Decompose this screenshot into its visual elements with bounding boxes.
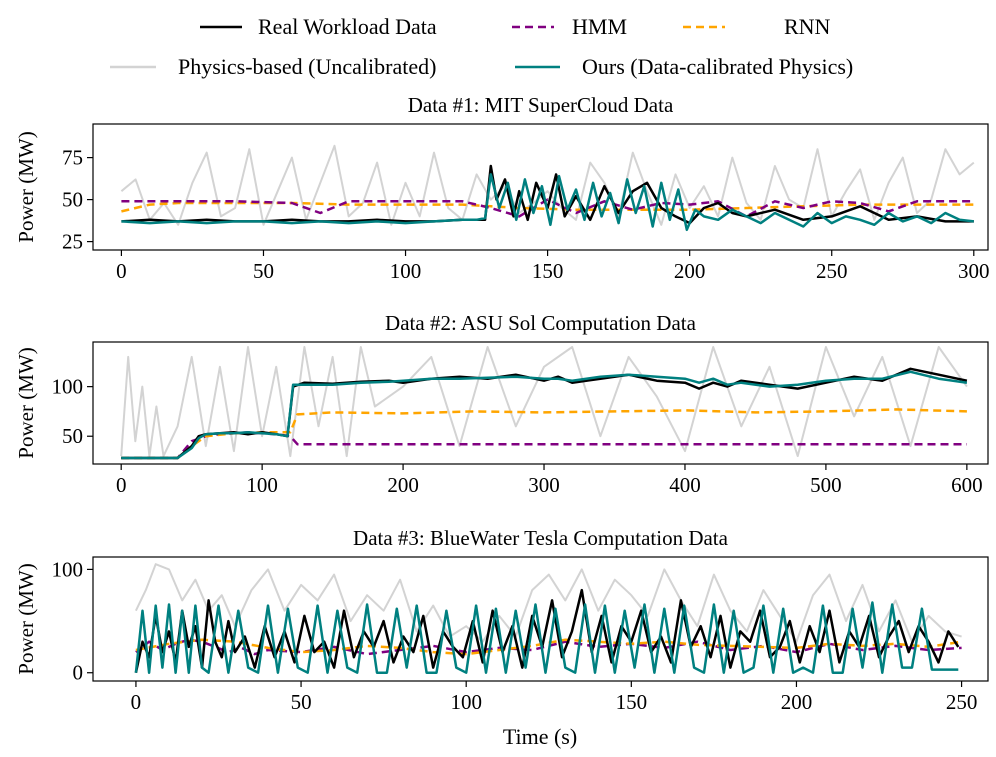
x-tick-label: 0 — [116, 259, 127, 283]
series-line-rnn — [135, 638, 962, 656]
x-tick-label: 100 — [450, 690, 482, 714]
series-group — [134, 563, 962, 674]
axes-frame — [92, 123, 989, 251]
x-tick-label: 600 — [951, 473, 983, 497]
panel-mit-supercloud: Data #1: MIT SuperCloud Data Power (MW) 0 5… — [14, 93, 990, 283]
legend-entry-physics: Physics-based (Uncalibrated) — [110, 54, 436, 79]
x-tick-label: 200 — [674, 259, 706, 283]
chart-title: Data #1: MIT SuperCloud Data — [408, 93, 674, 117]
legend-entry-real-workload: Real Workload Data — [200, 14, 437, 39]
series-line-ours-data-calibrated-physics — [121, 173, 974, 232]
x-tick-label: 400 — [669, 473, 701, 497]
y-axis-label: Power (MW) — [14, 563, 38, 674]
x-tick-label: 200 — [387, 473, 419, 497]
legend-label-hmm: HMM — [572, 14, 627, 39]
x-tick-label: 250 — [816, 259, 848, 283]
series-line-ours-data-calibrated-physics — [121, 370, 968, 460]
legend-label-real-workload: Real Workload Data — [258, 14, 437, 39]
series-line-hmm — [135, 638, 962, 656]
y-axis-label: Power (MW) — [14, 131, 38, 242]
x-tick-label: 150 — [616, 690, 648, 714]
x-tick-label: 250 — [946, 690, 978, 714]
series-group — [120, 346, 968, 460]
legend-entry-hmm: HMM — [512, 14, 627, 39]
series-line-physics-based-uncalibrated — [134, 563, 962, 643]
axes-frame — [92, 556, 989, 682]
y-tick-label: 75 — [62, 146, 83, 170]
x-tick-label: 50 — [253, 259, 274, 283]
x-tick-label: 200 — [781, 690, 813, 714]
legend-label-rnn: RNN — [784, 14, 831, 39]
y-tick-label: 50 — [62, 188, 83, 212]
legend-label-physics: Physics-based (Uncalibrated) — [178, 54, 436, 79]
x-tick-label: 100 — [390, 259, 422, 283]
y-tick-label: 100 — [52, 375, 84, 399]
x-tick-label: 0 — [116, 473, 127, 497]
panel-bluewater-tesla: Data #3: BlueWater Tesla Computation Dat… — [14, 526, 989, 714]
y-tick-label: 100 — [52, 557, 84, 581]
legend-entry-ours: Ours (Data-calibrated Physics) — [515, 54, 853, 79]
x-tick-label: 100 — [246, 473, 278, 497]
x-tick-label: 300 — [528, 473, 560, 497]
legend: Real Workload Data HMM RNN Physics-based… — [110, 14, 853, 79]
panel-asu-sol: Data #2: ASU Sol Computation Data Power (… — [14, 311, 989, 497]
series-line-hmm — [121, 431, 967, 460]
chart-title: Data #2: ASU Sol Computation Data — [385, 311, 697, 335]
x-tick-label: 500 — [810, 473, 842, 497]
y-axis-label: Power (MW) — [14, 347, 38, 458]
legend-label-ours: Ours (Data-calibrated Physics) — [582, 54, 853, 79]
y-tick-label: 25 — [62, 230, 83, 254]
series-group — [120, 144, 975, 232]
series-line-rnn — [121, 408, 967, 460]
x-axis-label: Time (s) — [503, 724, 577, 749]
series-line-hmm — [121, 198, 974, 218]
x-tick-label: 50 — [291, 690, 312, 714]
y-tick-label: 50 — [62, 424, 83, 448]
y-tick-label: 0 — [73, 661, 84, 685]
series-line-ours-data-calibrated-physics — [134, 601, 959, 674]
x-tick-label: 150 — [532, 259, 564, 283]
legend-entry-rnn: RNN — [683, 14, 831, 39]
x-tick-label: 0 — [131, 690, 142, 714]
x-tick-label: 300 — [958, 259, 990, 283]
chart-title: Data #3: BlueWater Tesla Computation Dat… — [353, 526, 729, 550]
series-line-physics-based-uncalibrated — [120, 346, 968, 458]
axes-frame — [92, 341, 989, 465]
